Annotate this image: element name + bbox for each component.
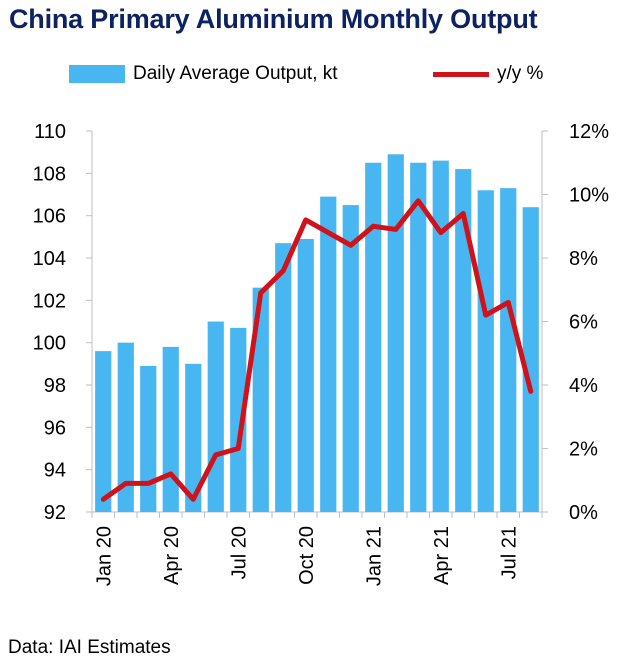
bar-jan-20 — [95, 351, 112, 512]
bar-feb-21 — [387, 154, 404, 512]
left-tick-label: 94 — [44, 460, 66, 482]
right-tick-label: 4% — [569, 375, 598, 397]
legend-item-yoy: y/y % — [433, 58, 543, 90]
left-tick-label: 96 — [44, 417, 66, 439]
chart-title: China Primary Aluminium Monthly Output — [9, 4, 538, 34]
left-tick-label: 108 — [33, 163, 66, 185]
bar-jan-21 — [365, 162, 382, 512]
bar-feb-20 — [117, 342, 134, 512]
x-tick-label: Jul 21 — [498, 526, 520, 579]
source-note: Data: IAI Estimates — [8, 637, 171, 658]
right-tick-label: 0% — [569, 502, 598, 524]
legend-bar-swatch — [69, 65, 125, 83]
right-tick-label: 12% — [569, 121, 609, 143]
bar-apr-20 — [162, 346, 179, 512]
bar-jul-21 — [500, 188, 517, 512]
legend-item-output: Daily Average Output, kt — [69, 58, 338, 90]
x-axis-labels: Jan 20 Apr 20 Jul 20 Oct 20 Jan 21 Apr 21 Jul … — [93, 526, 520, 586]
left-tick-label: 102 — [33, 290, 66, 312]
bar-apr-21 — [432, 160, 449, 512]
bar-aug-21 — [522, 207, 539, 512]
right-y-axis-labels: 0% 2% 4% 6% 8% 10% 12% — [569, 121, 609, 524]
right-tick-label: 6% — [569, 312, 598, 334]
legend-line-swatch — [433, 71, 489, 77]
legend-label-yoy: y/y % — [497, 63, 544, 84]
line-series — [100, 198, 534, 502]
bar-jun-20 — [207, 321, 224, 512]
bar-dec-20 — [342, 205, 359, 512]
x-tick-label: Apr 20 — [161, 526, 183, 585]
left-tick-label: 104 — [33, 248, 66, 270]
bar-mar-21 — [410, 162, 427, 512]
bar-mar-20 — [140, 365, 157, 512]
bar-may-20 — [185, 363, 202, 512]
left-tick-label: 98 — [44, 375, 66, 397]
bar-jul-20 — [230, 327, 247, 512]
x-tick-label: Apr 21 — [431, 526, 453, 585]
x-tick-label: Jul 20 — [228, 526, 250, 579]
left-tick-label: 100 — [33, 333, 66, 355]
x-tick-label: Jan 20 — [93, 526, 115, 586]
legend-label-output: Daily Average Output, kt — [133, 63, 338, 84]
bar-may-21 — [455, 169, 472, 512]
bar-nov-20 — [320, 196, 337, 512]
right-tick-label: 2% — [569, 439, 598, 461]
x-tick-label: Jan 21 — [363, 526, 385, 586]
bar-jun-21 — [477, 190, 494, 512]
bar-aug-20 — [252, 287, 269, 512]
legend: Daily Average Output, kt y/y % — [0, 58, 631, 90]
bar-sep-20 — [275, 243, 292, 512]
left-y-axis-labels: 92 94 96 98 100 102 104 106 108 110 — [33, 121, 66, 524]
left-tick-label: 110 — [34, 121, 66, 143]
yoy-line — [100, 198, 534, 502]
right-tick-label: 10% — [569, 185, 609, 207]
bar-series — [95, 154, 539, 512]
x-tick-label: Oct 20 — [296, 526, 318, 585]
bar-oct-20 — [297, 238, 314, 512]
right-tick-label: 8% — [569, 248, 598, 270]
left-tick-label: 92 — [44, 502, 66, 524]
left-tick-label: 106 — [33, 206, 66, 228]
